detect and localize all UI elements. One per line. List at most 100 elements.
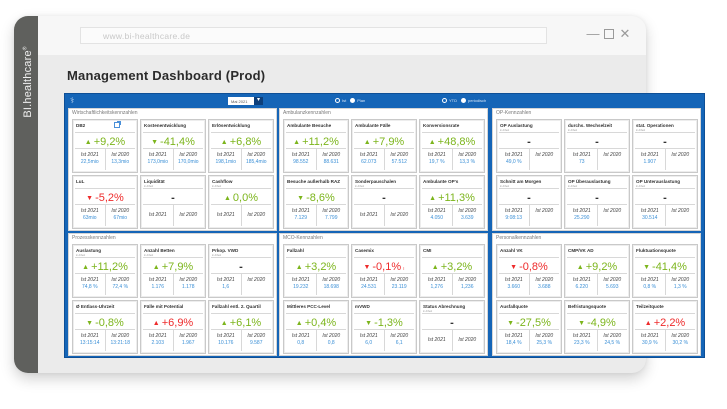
radio-periodisch[interactable] — [461, 98, 466, 103]
col-label: Ist 2021 — [640, 277, 659, 283]
tile-name: Fallzahl — [287, 248, 304, 253]
kpi-value: - — [141, 192, 205, 204]
col-2021: Ist 2021 23,3 % — [567, 330, 597, 351]
kpi-tile[interactable]: Ambulante OP's ▲ +11,3% Ist 2021 4.050 Ist 20… — [419, 175, 485, 229]
kpi-tile[interactable]: Fallzahl entl. 2. Quartil ▲ +6,1% Ist 2021 1… — [208, 300, 274, 354]
kpi-tile[interactable]: LuL ▼ -5,2% Ist 2021 63mio Ist 2020 67mio — [72, 175, 138, 229]
kpi-tile[interactable]: OP Unterauslastung in Arbeit - Ist 2021 30.5… — [632, 175, 698, 229]
col-label: Ist 2020 — [390, 277, 409, 283]
url-bar[interactable]: www.bi-healthcare.de — [80, 27, 547, 44]
kpi-tile[interactable]: Ambulante Besuche ▲ +11,2% Ist 2021 98.552 Is… — [283, 119, 349, 173]
kpi-tile[interactable]: stat. Operationen in Arbeit - Ist 2021 1.907… — [632, 119, 698, 173]
kpi-value: ▲ +7,9% — [141, 261, 205, 273]
kpi-tile[interactable]: Teilzeitquote ▲ +2,2% Ist 2021 30,9 % Ist 202… — [632, 300, 698, 354]
triangle-up-icon: ▲ — [220, 139, 228, 146]
close-icon[interactable]: ✕ — [619, 26, 631, 41]
kpi-percent: +9,2% — [585, 261, 618, 273]
col-label: Ist 2021 — [80, 333, 99, 339]
kpi-tile[interactable]: Fluktuationsquote ▼ -41,4% Ist 2021 0,8 % Ist… — [632, 244, 698, 298]
col-label: Ist 2021 — [216, 212, 235, 218]
kpi-tile[interactable]: Ambulante Fälle ▲ +7,9% Ist 2021 62.073 Ist 2… — [351, 119, 417, 173]
month-select-value[interactable]: Mai 2021 — [228, 97, 254, 105]
kpi-value: ▲ +2,2% — [633, 317, 697, 329]
col-label: Ist 2021 — [216, 277, 235, 283]
col-2021: Ist 2021 — [422, 330, 452, 351]
col-label: Ist 2021 — [148, 277, 167, 283]
kpi-tile[interactable]: Status Abrechnung in Arbeit - Ist 2021 Ist 2… — [419, 300, 485, 354]
minimize-icon[interactable]: — — [586, 26, 600, 41]
tile-subtitle: in Arbeit — [568, 129, 578, 132]
col-label: Ist 2020 — [603, 277, 622, 283]
tile-name: Ø Entlass-Uhrzeit — [76, 304, 115, 309]
radio-ytd[interactable] — [442, 98, 447, 103]
browser-titlebar: www.bi-healthcare.de — ✕ — [38, 16, 646, 55]
kpi-tile[interactable]: Auslastung in Arbeit ▲ +11,2% Ist 2021 74,8 %… — [72, 244, 138, 298]
col-2020: Ist 2020 13,3 % — [451, 149, 483, 170]
col-2021: Ist 2021 19.232 — [286, 274, 316, 295]
kpi-percent: -8,6% — [306, 192, 335, 204]
kpi-tile[interactable]: Sonderpauschalen in Arbeit - Ist 2021 Ist 20… — [351, 175, 417, 229]
col-2021: Ist 2021 1,6 — [211, 274, 241, 295]
kpi-percent: +9,2% — [93, 136, 126, 148]
radio-plan-label: Plan — [357, 98, 366, 103]
radio-ist[interactable] — [335, 98, 340, 103]
radio-plan[interactable] — [350, 98, 356, 103]
divider — [354, 132, 414, 133]
kpi-tile[interactable]: OP Überauslastung in Arbeit - Ist 2021 25.29… — [564, 175, 630, 229]
value-2021: 30,9 % — [641, 340, 658, 346]
kpi-tile[interactable]: Konversionsrate ▲ +48,8% Ist 2021 19,7 % Ist … — [419, 119, 485, 173]
kpi-tile[interactable]: Schnitt am Morgen in Arbeit - Ist 2021 9:08:… — [496, 175, 562, 229]
col-label: Ist 2021 — [504, 152, 523, 158]
col-label: Ist 2021 — [216, 333, 235, 339]
maximize-icon[interactable] — [604, 29, 614, 39]
kpi-tile[interactable]: Prkop. VWD in Arbeit - Ist 2021 1,6 Ist 2020 — [208, 244, 274, 298]
divider — [211, 257, 271, 258]
kpi-tile[interactable]: CMP/VK AD ▲ +9,2% Ist 2021 6.220 Ist 2020 5.69… — [564, 244, 630, 298]
tile-footer: Ist 2021 98.552 Ist 2020 88.631 — [286, 148, 346, 170]
kpi-tile[interactable]: DB2 ▲ +9,2% Ist 2021 22,5mio Ist 2020 13,3mio — [72, 119, 138, 173]
kpi-tile[interactable]: Cashflow in Arbeit ▲ 0,0% Ist 2021 Ist 2020 — [208, 175, 274, 229]
kpi-tile[interactable]: Befristungsquote ▼ -4,9% Ist 2021 23,3 % Ist … — [564, 300, 630, 354]
divider — [143, 188, 203, 189]
kpi-tile[interactable]: CMI ▲ +3,2% Ist 2021 1,276 Ist 2020 1,236 — [419, 244, 485, 298]
kpi-tile[interactable]: OP Auslastung in Arbeit - Ist 2021 49,0 % Ist… — [496, 119, 562, 173]
col-2021: Ist 2021 73 — [567, 149, 597, 170]
value-2020: 1,3 % — [673, 284, 687, 290]
kpi-tile[interactable]: Liquidität in Arbeit - Ist 2021 Ist 2020 — [140, 175, 206, 229]
chevron-down-icon[interactable]: ▾ — [254, 97, 263, 105]
col-2021: Ist 2021 49,0 % — [499, 149, 529, 170]
month-select[interactable]: Mai 2021 ▾ — [228, 97, 263, 105]
kpi-tile[interactable]: Fälle mit Potential ▲ +6,9% Ist 2021 2.103 Is… — [140, 300, 206, 354]
col-label: Ist 2021 — [291, 277, 310, 283]
external-link-icon[interactable] — [114, 121, 121, 128]
kpi-tile[interactable]: Anzahl Betten in Arbeit ▲ +7,9% Ist 2021 1.17… — [140, 244, 206, 298]
kpi-tile[interactable]: Anzahl VK ▼ -0,8% Ist 2021 3.660 Ist 2020 3.68… — [496, 244, 562, 298]
kpi-tile[interactable]: Casemix ▼ -0,1% ı Ist 2021 24.531 Ist 2020 23.1… — [351, 244, 417, 298]
tile-footer: Ist 2021 6,0 Ist 2020 6,1 — [354, 329, 414, 351]
kpi-tile[interactable]: Kostenentwicklung ▼ -41,4% Ist 2021 173,0mio… — [140, 119, 206, 173]
value-2020: 1,236 — [460, 284, 474, 290]
kpi-tile[interactable]: Fallzahl ▲ +3,2% Ist 2021 19.232 Ist 2020 18.6… — [283, 244, 349, 298]
col-label: Ist 2021 — [291, 208, 310, 214]
kpi-tile[interactable]: Ausfallquote ▼ -27,5% Ist 2021 18,4 % Ist 202… — [496, 300, 562, 354]
col-label: Ist 2020 — [603, 152, 622, 158]
radio-ist-label: Ist — [342, 98, 347, 103]
col-label: Ist 2020 — [111, 277, 130, 283]
divider — [635, 188, 695, 189]
kpi-tile[interactable]: mVWD ▼ -1,3% Ist 2021 6,0 Ist 2020 6,1 — [351, 300, 417, 354]
tile-footer: Ist 2021 1.176 Ist 2020 1.178 — [143, 273, 203, 295]
kpi-tile[interactable]: Mittleres PCC-Level ▲ +0,4% Ist 2021 0,8 Ist … — [283, 300, 349, 354]
kpi-tile[interactable]: Ø Entlass-Uhrzeit ▼ -0,8% Ist 2021 13:15:14 I… — [72, 300, 138, 354]
col-2021: Ist 2021 0,8 % — [635, 274, 665, 295]
col-label: Ist 2020 — [671, 208, 690, 214]
col-label: Ist 2020 — [671, 333, 690, 339]
kpi-tile[interactable]: Erlösentwicklung ▲ +6,8% Ist 2021 198,1mio Is… — [208, 119, 274, 173]
kpi-tile[interactable]: Besuche außerhalb RAZ ▼ -8,6% Ist 2021 7.129… — [283, 175, 349, 229]
kpi-percent: +11,3% — [438, 192, 475, 204]
kpi-value: ▲ +0,4% — [284, 317, 348, 329]
kpi-percent: - — [382, 192, 386, 204]
col-2021: Ist 2021 — [211, 205, 241, 226]
kpi-tile[interactable]: durchs. Wechselzeit in Arbeit - Ist 2021 73 I… — [564, 119, 630, 173]
value-2021: 10.176 — [218, 340, 234, 346]
tile-footer: Ist 2021 3.660 Ist 2020 3.688 — [499, 273, 559, 295]
